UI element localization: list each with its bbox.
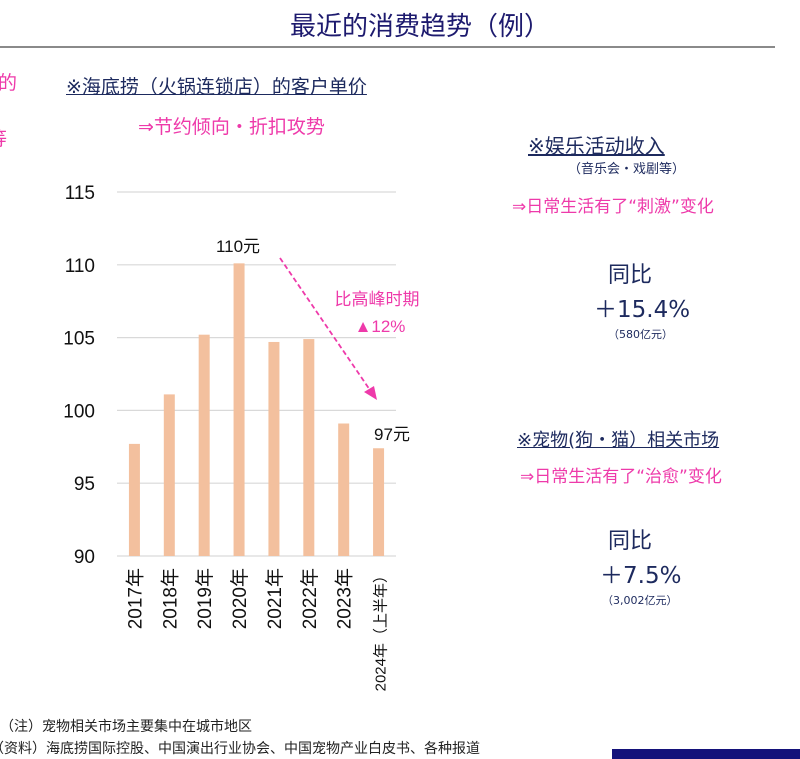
x-tick-label: 2024年（上半年） xyxy=(373,568,390,691)
entertainment-note: ⇒日常生活有了“刺激”变化 xyxy=(512,197,714,217)
arrow-head-icon xyxy=(364,386,377,400)
x-tick-label: 2017年 xyxy=(124,568,146,629)
decline-arrow xyxy=(279,257,373,394)
y-tick-label: 110 xyxy=(65,256,95,277)
entertainment-heading: ※娱乐活动收入 xyxy=(528,134,665,158)
x-tick-label: 2019年 xyxy=(194,568,216,629)
bar xyxy=(128,443,140,556)
pets-heading: ※宠物(狗・猫）相关市场 xyxy=(517,430,720,451)
left-edge-text-1: 的 xyxy=(0,72,18,94)
entertainment-amount: （580亿元） xyxy=(608,328,673,341)
bar xyxy=(303,339,315,556)
entertainment-yoy-label: 同比 xyxy=(608,263,653,288)
x-tick-label: 2020年 xyxy=(229,568,251,629)
y-tick-label: 115 xyxy=(65,183,95,204)
footer-note: （注）宠物相关市场主要集中在城市地区 xyxy=(0,719,252,735)
bar xyxy=(373,448,385,556)
pets-yoy-value: ＋7.5% xyxy=(600,563,682,589)
left-edge-text-2: 等 xyxy=(0,124,7,151)
y-tick-label: 90 xyxy=(74,547,95,568)
chart-heading: ※海底捞（火锅连锁店）的客户单价 xyxy=(66,76,367,98)
annotation-line2: ▲12% xyxy=(355,317,406,336)
bar xyxy=(268,341,280,556)
page-title: 最近的消费趋势（例） xyxy=(289,12,550,42)
bar xyxy=(338,423,350,556)
latest-label: 97元 xyxy=(374,425,410,444)
footer-source: （资料）海底捞国际控股、中国演出行业协会、中国宠物产业白皮书、各种报道 xyxy=(0,741,480,757)
x-tick-label: 2022年 xyxy=(299,568,321,629)
footer-bar xyxy=(612,749,800,759)
pets-amount: （3,002亿元） xyxy=(602,594,678,607)
pets-yoy-label: 同比 xyxy=(608,529,653,554)
x-tick-label: 2021年 xyxy=(264,568,286,629)
x-tick-label: 2018年 xyxy=(159,568,181,629)
peak-label: 110元 xyxy=(216,237,260,256)
entertainment-yoy-value: ＋15.4% xyxy=(594,297,691,323)
bar xyxy=(233,263,245,556)
pets-note: ⇒日常生活有了“治愈”变化 xyxy=(520,467,722,487)
title-divider xyxy=(0,46,775,48)
entertainment-subheading: （音乐会・戏剧等） xyxy=(568,162,686,177)
bar xyxy=(163,394,175,556)
y-tick-label: 100 xyxy=(63,401,95,422)
bar xyxy=(198,334,210,556)
y-tick-label: 105 xyxy=(63,329,95,350)
annotation-line1: 比高峰时期 xyxy=(335,290,420,309)
y-tick-label: 95 xyxy=(74,474,95,495)
x-tick-label: 2023年 xyxy=(334,568,356,629)
chart-subheading: ⇒节约倾向・折扣攻势 xyxy=(138,116,325,138)
